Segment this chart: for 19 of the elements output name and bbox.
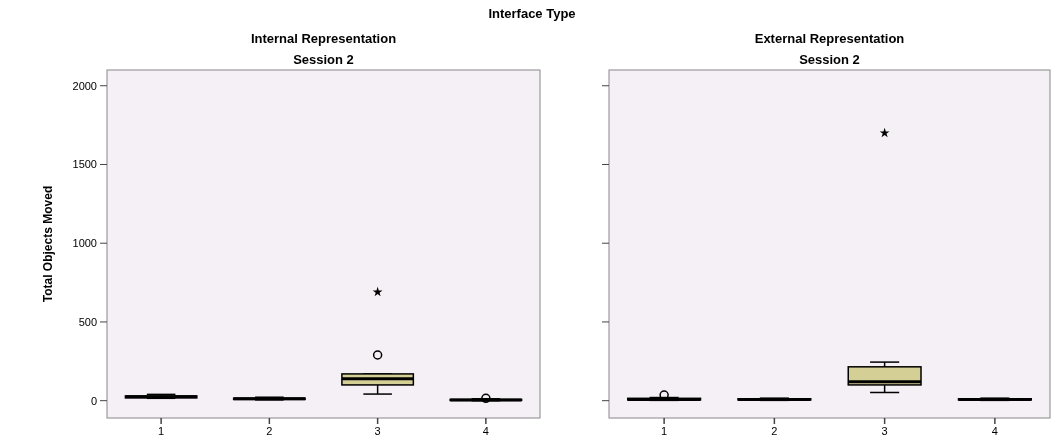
y-tick-label: 1500 [72, 158, 97, 171]
chart-title: External Representation [754, 31, 905, 46]
chart-title: Internal Representation [250, 31, 397, 46]
y-tick-label: 500 [78, 315, 97, 328]
chart-subtitle: Session 2 [799, 52, 860, 67]
x-tick-label: 1 [661, 425, 668, 437]
x-tick-label: 4 [482, 425, 489, 437]
y-tick-label: 1000 [72, 237, 97, 250]
x-tick-label: 3 [374, 425, 381, 437]
chart-subtitle: Session 2 [293, 52, 354, 67]
y-tick-label: 0 [90, 394, 97, 407]
y-axis-title: Total Objects Moved [41, 185, 55, 303]
x-tick-label: 1 [158, 425, 165, 437]
x-tick-label: 2 [771, 425, 778, 437]
text: Interface Type [488, 6, 576, 21]
x-tick-label: 3 [881, 425, 888, 437]
x-tick-label: 2 [266, 425, 273, 437]
y-tick-label: 2000 [72, 79, 97, 92]
x-tick-label: 4 [991, 425, 998, 437]
